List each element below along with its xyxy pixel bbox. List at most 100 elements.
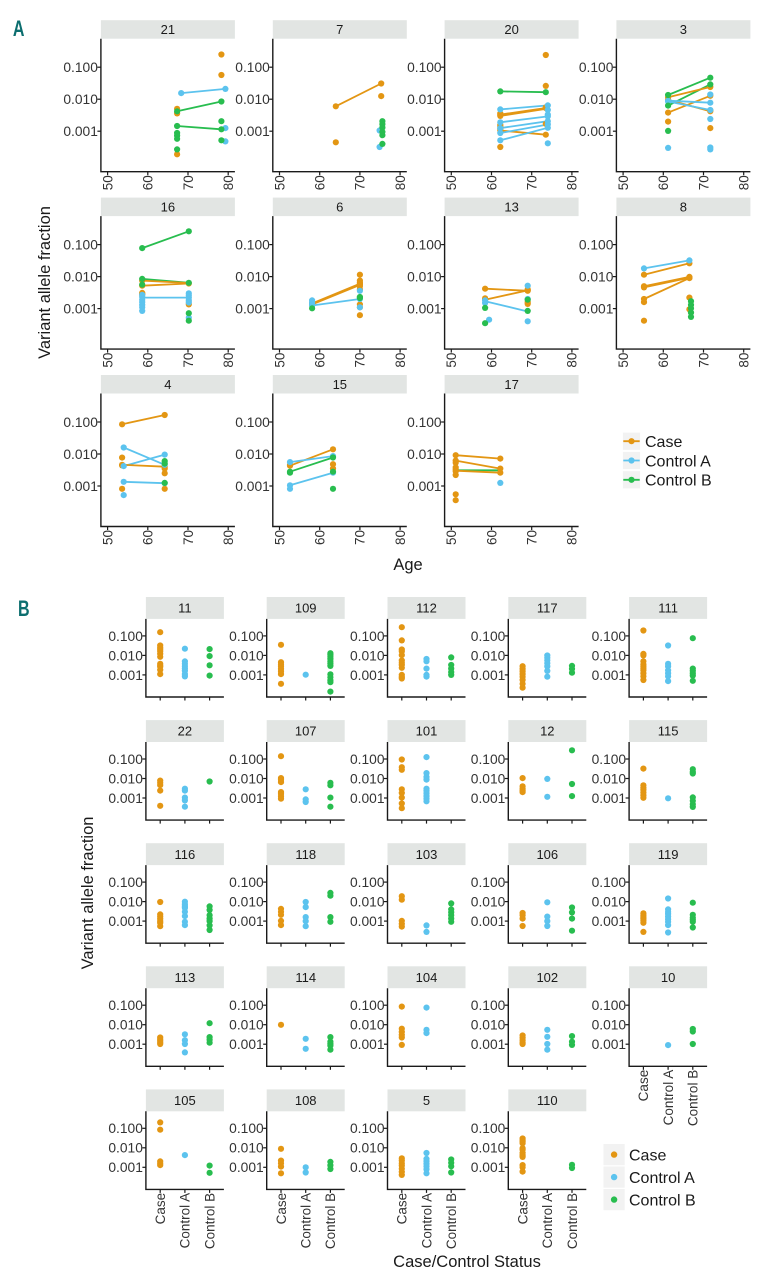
svg-text:0.010: 0.010 <box>407 447 442 462</box>
svg-text:102: 102 <box>536 970 558 985</box>
svg-text:0.001: 0.001 <box>471 1160 506 1175</box>
svg-text:0.100: 0.100 <box>108 629 143 644</box>
svg-text:15: 15 <box>333 377 347 392</box>
svg-text:12: 12 <box>540 724 554 739</box>
svg-text:0.001: 0.001 <box>108 668 143 683</box>
svg-text:0.010: 0.010 <box>229 1141 264 1156</box>
svg-text:0.010: 0.010 <box>108 648 143 663</box>
svg-text:0.100: 0.100 <box>350 875 385 890</box>
svg-text:Control A: Control A <box>419 1193 434 1249</box>
svg-text:60: 60 <box>313 353 328 368</box>
svg-text:0.001: 0.001 <box>229 668 264 683</box>
svg-text:118: 118 <box>295 847 316 862</box>
svg-text:0.100: 0.100 <box>407 238 442 253</box>
svg-text:13: 13 <box>504 200 518 215</box>
svg-text:Case: Case <box>645 434 682 451</box>
svg-text:80: 80 <box>737 175 752 190</box>
svg-text:0.010: 0.010 <box>471 1141 506 1156</box>
svg-text:0.100: 0.100 <box>229 875 264 890</box>
svg-text:0.001: 0.001 <box>471 791 506 806</box>
svg-text:70: 70 <box>525 530 540 545</box>
svg-text:60: 60 <box>484 530 499 545</box>
svg-text:0.100: 0.100 <box>592 629 627 644</box>
svg-text:0.001: 0.001 <box>108 914 143 929</box>
svg-text:50: 50 <box>272 175 287 190</box>
svg-text:60: 60 <box>313 175 328 190</box>
svg-text:0.010: 0.010 <box>108 771 143 786</box>
svg-text:70: 70 <box>181 530 196 545</box>
svg-text:0.010: 0.010 <box>579 270 614 285</box>
svg-text:Case: Case <box>274 1193 289 1225</box>
svg-text:Control A: Control A <box>178 1193 193 1249</box>
svg-text:0.100: 0.100 <box>229 998 264 1013</box>
svg-text:0.001: 0.001 <box>63 479 98 494</box>
svg-text:0.100: 0.100 <box>407 60 442 75</box>
svg-text:0.100: 0.100 <box>350 1121 385 1136</box>
svg-text:0.010: 0.010 <box>350 771 385 786</box>
svg-text:116: 116 <box>175 847 196 862</box>
svg-text:0.100: 0.100 <box>108 752 143 767</box>
svg-text:50: 50 <box>100 353 115 368</box>
svg-text:0.001: 0.001 <box>579 302 614 317</box>
svg-text:0.010: 0.010 <box>407 270 442 285</box>
svg-text:50: 50 <box>100 530 115 545</box>
svg-text:0.010: 0.010 <box>350 895 385 910</box>
svg-text:103: 103 <box>416 847 438 862</box>
svg-text:0.100: 0.100 <box>592 752 627 767</box>
svg-text:107: 107 <box>295 724 317 739</box>
svg-text:80: 80 <box>221 530 236 545</box>
svg-text:0.001: 0.001 <box>63 124 98 139</box>
svg-text:0.100: 0.100 <box>63 60 98 75</box>
svg-text:0.100: 0.100 <box>63 415 98 430</box>
svg-text:0.001: 0.001 <box>229 791 264 806</box>
svg-text:Case: Case <box>629 1147 666 1164</box>
svg-text:115: 115 <box>658 724 679 739</box>
svg-text:50: 50 <box>616 175 631 190</box>
svg-text:Control A: Control A <box>629 1170 695 1187</box>
svg-text:70: 70 <box>353 175 368 190</box>
svg-text:0.010: 0.010 <box>63 92 98 107</box>
svg-text:Control A: Control A <box>540 1193 555 1249</box>
svg-text:0.001: 0.001 <box>229 914 264 929</box>
svg-text:0.100: 0.100 <box>407 415 442 430</box>
svg-text:60: 60 <box>141 175 156 190</box>
svg-text:0.001: 0.001 <box>407 302 442 317</box>
svg-text:20: 20 <box>504 22 518 37</box>
svg-text:0.100: 0.100 <box>471 629 506 644</box>
svg-text:Case/Control Status: Case/Control Status <box>393 1253 541 1271</box>
svg-text:112: 112 <box>416 601 437 616</box>
svg-text:60: 60 <box>484 175 499 190</box>
svg-text:B: B <box>18 596 30 621</box>
svg-text:Variant allele fraction: Variant allele fraction <box>79 817 97 970</box>
svg-text:0.100: 0.100 <box>350 752 385 767</box>
svg-text:105: 105 <box>174 1093 196 1108</box>
svg-text:0.100: 0.100 <box>579 238 614 253</box>
svg-text:50: 50 <box>616 353 631 368</box>
svg-text:70: 70 <box>181 353 196 368</box>
svg-text:21: 21 <box>161 22 175 37</box>
svg-text:0.010: 0.010 <box>350 1141 385 1156</box>
svg-text:0.010: 0.010 <box>471 895 506 910</box>
svg-text:0.010: 0.010 <box>592 895 627 910</box>
svg-text:0.010: 0.010 <box>350 648 385 663</box>
svg-text:70: 70 <box>353 353 368 368</box>
svg-text:0.001: 0.001 <box>235 479 270 494</box>
svg-text:0.001: 0.001 <box>229 1160 264 1175</box>
svg-text:0.001: 0.001 <box>63 302 98 317</box>
svg-text:109: 109 <box>295 601 317 616</box>
svg-text:22: 22 <box>178 724 192 739</box>
svg-text:0.010: 0.010 <box>471 1018 506 1033</box>
svg-text:Variant allele fraction: Variant allele fraction <box>36 206 54 359</box>
svg-text:80: 80 <box>393 175 408 190</box>
svg-text:113: 113 <box>175 970 196 985</box>
svg-text:0.010: 0.010 <box>63 447 98 462</box>
svg-text:Control B: Control B <box>202 1193 217 1249</box>
svg-text:0.100: 0.100 <box>592 998 627 1013</box>
svg-text:80: 80 <box>737 353 752 368</box>
svg-text:0.010: 0.010 <box>407 92 442 107</box>
svg-text:106: 106 <box>536 847 558 862</box>
svg-text:0.100: 0.100 <box>235 60 270 75</box>
svg-text:50: 50 <box>272 353 287 368</box>
svg-text:Case: Case <box>515 1193 530 1225</box>
svg-text:80: 80 <box>393 353 408 368</box>
